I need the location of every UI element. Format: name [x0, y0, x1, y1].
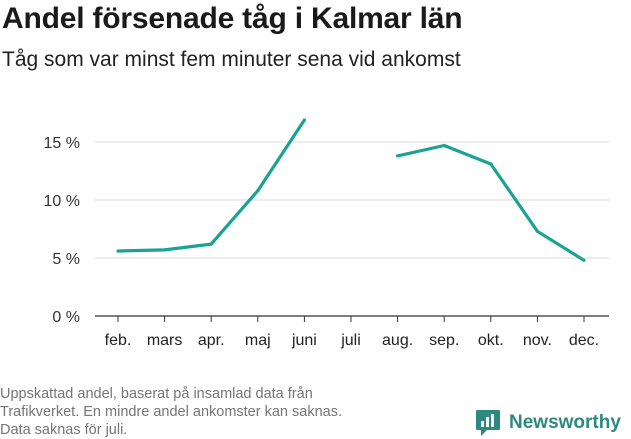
x-tick-label: nov. [523, 332, 552, 349]
data-point [535, 229, 540, 233]
footnote-line: Uppskattad andel, baserat på insamlad da… [0, 386, 313, 402]
data-point [489, 162, 493, 166]
x-tick-label: sep. [429, 332, 459, 349]
data-point [396, 154, 400, 158]
x-tick-label: maj [245, 332, 271, 349]
x-tick-label: feb. [105, 332, 132, 349]
chart-subtitle: Tåg som var minst fem minuter sena vid a… [2, 48, 461, 71]
footnote-line: Data saknas för juli. [0, 422, 128, 438]
data-point [582, 258, 586, 262]
series-line-segment [117, 119, 306, 253]
data-point [163, 248, 167, 252]
x-tick-label: dec. [569, 332, 599, 349]
x-tick-label: mars [147, 332, 183, 349]
x-tick-label: okt. [478, 332, 504, 349]
line-chart: 0 % 5 % 10 % 15 % feb. mars apr. maj juni juli aug… [44, 118, 609, 349]
x-tick-label: aug. [382, 332, 413, 349]
brand-logo: Newsworthy [475, 408, 621, 438]
footnote-line: Trafikverket. En mindre andel ankomster … [0, 404, 342, 420]
data-point [116, 249, 120, 253]
footnote: Uppskattad andel, baserat på insamlad da… [0, 385, 342, 439]
data-point [442, 143, 446, 148]
data-point [302, 118, 306, 122]
x-tick-label: juni [291, 332, 317, 349]
data-point [256, 189, 260, 193]
y-tick-label: 15 % [44, 135, 80, 152]
brand-name: Newsworthy [509, 412, 621, 433]
y-tick-label: 5 % [52, 251, 80, 268]
x-tick-label: apr. [198, 332, 225, 349]
bar-chart-speech-bubble-icon [476, 410, 500, 436]
x-tick-label: juli [340, 332, 361, 349]
data-point [209, 242, 213, 246]
chart-title: Andel försenade tåg i Kalmar län [2, 2, 463, 35]
y-tick-label: 0 % [52, 309, 80, 326]
y-tick-label: 10 % [44, 193, 80, 210]
